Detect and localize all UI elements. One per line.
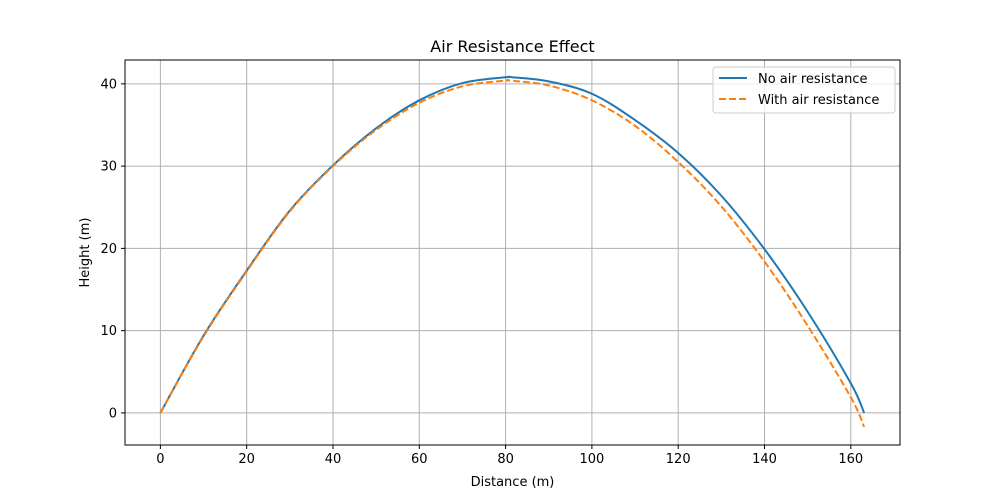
y-tick-label: 40 xyxy=(100,77,117,92)
x-tick-label: 140 xyxy=(752,452,777,467)
plot-frame xyxy=(124,59,901,446)
y-tick-label: 20 xyxy=(100,242,117,257)
legend: No air resistance With air resistance xyxy=(712,66,896,114)
series-layer xyxy=(159,75,866,428)
legend-label-no-air-resistance: No air resistance xyxy=(758,72,868,87)
series-line-no-air-resistance xyxy=(159,75,866,414)
y-axis-ticks: 0 10 20 30 40 xyxy=(100,77,125,421)
y-tick-label: 30 xyxy=(100,160,117,175)
chart-title: Air Resistance Effect xyxy=(430,37,594,56)
x-tick-label: 60 xyxy=(411,452,428,467)
legend-box xyxy=(712,66,896,114)
x-tick-label: 40 xyxy=(325,452,342,467)
y-tick-label: 0 xyxy=(109,406,117,421)
x-tick-label: 80 xyxy=(497,452,514,467)
series-line-with-air-resistance xyxy=(159,78,866,428)
y-axis-label: Height (m) xyxy=(78,218,93,288)
grid-layer xyxy=(125,60,900,445)
x-tick-label: 20 xyxy=(238,452,255,467)
x-tick-label: 0 xyxy=(156,452,164,467)
y-tick-label: 10 xyxy=(100,324,117,339)
x-tick-label: 120 xyxy=(666,452,691,467)
x-tick-label: 160 xyxy=(838,452,863,467)
x-axis-ticks: 0 20 40 60 80 100 120 140 160 xyxy=(156,445,863,467)
x-tick-label: 100 xyxy=(579,452,604,467)
x-axis-label: Distance (m) xyxy=(471,475,555,490)
legend-label-with-air-resistance: With air resistance xyxy=(758,93,879,108)
